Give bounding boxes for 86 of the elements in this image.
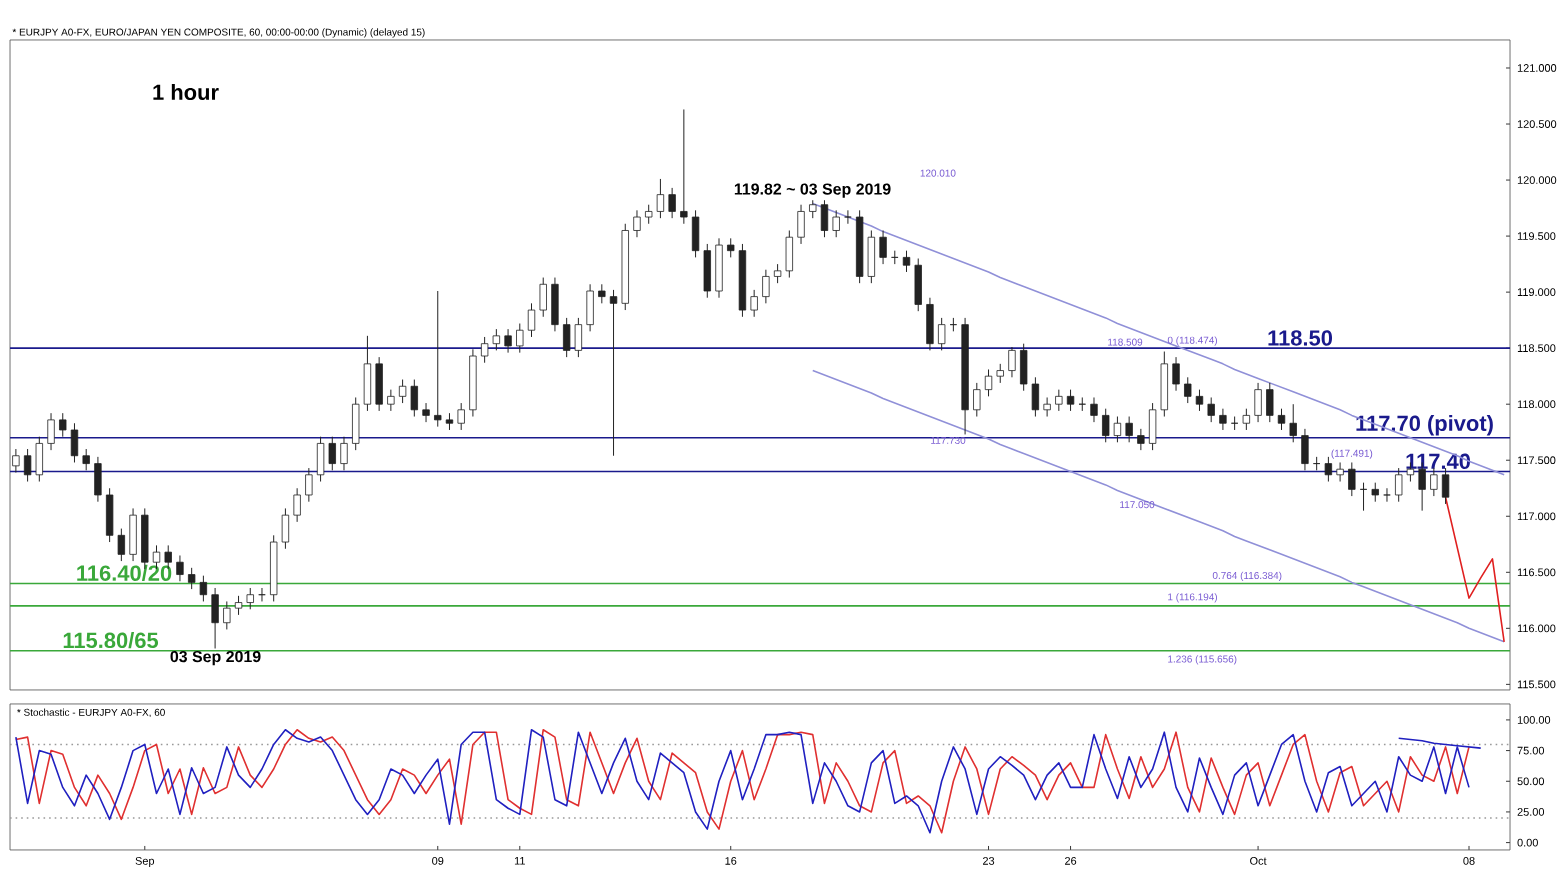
candlestick [1324,456,1333,483]
candlestick [1430,467,1438,497]
candlestick [59,412,67,438]
candlestick [1125,416,1133,443]
ref-line-label: 117.70 (pivot) [1356,414,1493,436]
candlestick [422,402,430,423]
candlestick [551,277,559,332]
ref-line-label: 116.40/20 [77,564,172,582]
candlestick [1301,428,1309,471]
candlestick [598,283,606,304]
ref-line-label: 118.50 [1268,330,1333,346]
candlestick [1184,376,1192,404]
candlestick [937,317,946,351]
candlestick [680,108,688,225]
candlestick [457,402,465,431]
candlestick [996,363,1004,384]
candlestick [926,297,934,351]
candlestick [1090,396,1098,423]
candlestick [1195,389,1204,412]
candlestick [984,368,993,397]
candlestick [797,204,805,245]
candlestick [94,456,102,503]
candlestick [1266,382,1274,423]
candlestick [1113,416,1122,443]
candlestick [70,422,79,463]
candlestick [539,277,547,318]
candlestick [1008,346,1016,378]
candlestick [387,389,395,412]
candlestick [176,554,184,582]
candlestick [633,209,641,238]
candlestick [352,396,360,451]
candlestick [246,587,254,610]
candlestick [715,237,723,299]
candlestick [762,269,770,304]
ref-line-label: 117.40 [1406,453,1471,470]
candlestick [293,487,301,523]
candlestick [727,237,735,258]
candlestick [703,243,711,299]
candlestick [1055,389,1063,412]
candlestick [363,335,372,412]
candlestick [305,467,313,503]
candlestick [129,507,137,562]
candlestick [879,229,887,265]
candlestick [1348,461,1356,497]
candlestick [1219,408,1227,431]
candlestick [1441,467,1450,505]
candlestick [1289,403,1297,443]
candlestick [1383,487,1391,503]
candlestick [902,250,911,273]
candlestick [375,356,383,412]
candlestick [1043,396,1051,418]
candlestick [504,328,512,354]
candlestick [328,436,336,471]
candlestick [316,436,325,483]
candlestick [223,600,231,630]
candlestick [1102,408,1110,443]
candlestick [586,283,594,332]
candlestick [691,209,700,258]
candlestick [1336,461,1344,483]
candlestick [668,187,676,219]
candlestick [434,290,442,428]
candlestick [820,199,829,238]
candlestick [340,436,348,471]
candlestick [1277,408,1286,431]
candlestick [1066,389,1075,412]
candlestick [82,448,90,471]
candlestick [234,595,243,616]
candlestick [211,587,219,649]
candlestick [750,289,758,318]
text: 1 hour [153,83,219,101]
candlestick [1242,408,1251,431]
candlestick [1207,396,1215,423]
candlestick [832,209,840,238]
candlestick [527,302,536,338]
candlestick [12,448,20,474]
candlestick [844,209,852,225]
ref-line-label: 115.80/65 [63,632,159,649]
candlestick [1254,382,1262,423]
candlestick [1172,356,1180,392]
candlestick [609,289,618,457]
candlestick [47,412,55,451]
candlestick [1371,482,1379,503]
candlestick [973,382,981,418]
candlestick [914,258,922,312]
candlestick [1137,428,1145,451]
candlestick [516,323,524,354]
